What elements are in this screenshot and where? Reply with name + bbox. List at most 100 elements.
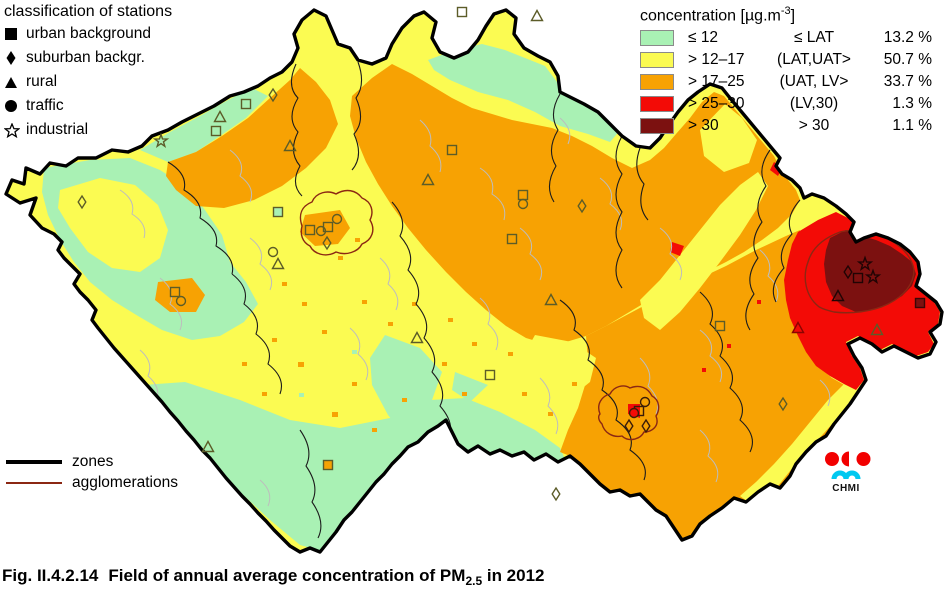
legend-label: zones xyxy=(72,452,114,470)
station-square xyxy=(714,320,726,332)
station-square xyxy=(304,224,316,236)
station-triangle xyxy=(791,321,805,334)
logo-halfdisc xyxy=(841,451,849,467)
legend-label: suburban backgr. xyxy=(26,49,145,66)
color-swatch xyxy=(640,117,674,134)
legend-row-suburban-background: suburban backgr. xyxy=(4,46,172,70)
legend-label: industrial xyxy=(26,121,89,138)
concentration-legend: concentration [µg.m-3] ≤ 12 ≤ LAT 13.2 %… xyxy=(640,1,946,136)
rural-triangle-icon xyxy=(4,76,26,89)
station-diamond xyxy=(577,198,587,214)
range-label: > 17–25 xyxy=(688,72,745,90)
concentration-row-12-17: > 12–17 (LAT,UAT> 50.7 % xyxy=(640,49,946,70)
station-diamond xyxy=(77,194,87,210)
color-swatch xyxy=(640,73,674,90)
station-triangle xyxy=(213,110,227,123)
unit-exponent: -3 xyxy=(780,5,791,17)
station-triangle xyxy=(410,331,424,344)
legend-label: agglomerations xyxy=(72,473,178,491)
logo-wave xyxy=(831,470,861,480)
percent-label: 13.2 % xyxy=(883,28,932,46)
district-boundaries xyxy=(119,117,831,531)
station-star xyxy=(864,268,882,285)
concentration-row-25-30: > 25–30 (LV,30) 1.3 % xyxy=(640,93,946,114)
station-star xyxy=(856,255,874,272)
station-square xyxy=(446,144,458,156)
station-square xyxy=(240,98,252,110)
band-label: (UAT, LV> xyxy=(779,72,849,90)
caption-text: Field of annual average concentration of… xyxy=(108,566,466,585)
station-square xyxy=(506,233,518,245)
station-classification-legend: classification of stations urban backgro… xyxy=(4,2,172,142)
color-swatch xyxy=(640,29,674,46)
percent-label: 33.7 % xyxy=(883,72,932,90)
legend-row-urban-background: urban background xyxy=(4,22,172,46)
station-star xyxy=(152,132,170,149)
station-circle xyxy=(628,407,640,419)
legend-row-traffic: traffic xyxy=(4,94,172,118)
concentration-row-gt30: > 30 > 30 1.1 % xyxy=(640,115,946,136)
station-circle xyxy=(331,213,343,225)
station-square xyxy=(169,286,181,298)
station-diamond xyxy=(843,264,853,280)
station-circle xyxy=(517,198,529,210)
station-circle xyxy=(315,225,327,237)
chmi-logo: CHMI xyxy=(825,451,871,494)
field-orange-regions xyxy=(155,64,866,540)
percent-label: 50.7 % xyxy=(883,50,932,68)
station-triangle xyxy=(201,440,215,453)
station-triangle xyxy=(271,257,285,270)
percent-label: 1.3 % xyxy=(892,94,932,112)
color-swatch xyxy=(640,51,674,68)
agglomeration-boundaries xyxy=(299,189,915,441)
concentration-row-17-25: > 17–25 (UAT, LV> 33.7 % xyxy=(640,71,946,92)
station-triangle xyxy=(831,289,845,302)
range-label: ≤ 12 xyxy=(688,28,719,46)
station-square xyxy=(852,272,864,284)
region-boundaries xyxy=(167,61,801,539)
station-diamond xyxy=(268,87,278,103)
color-swatch xyxy=(640,95,674,112)
station-triangle xyxy=(421,173,435,186)
percent-label: 1.1 % xyxy=(892,116,932,134)
station-diamond xyxy=(322,235,332,251)
zones-line-sample xyxy=(6,459,62,464)
legend-row-zones: zones xyxy=(6,451,178,472)
suburban-background-diamond-icon xyxy=(4,50,26,66)
station-diamond xyxy=(778,396,788,412)
legend-label: rural xyxy=(26,73,58,90)
station-legend-title: classification of stations xyxy=(4,3,173,20)
station-symbols-layer xyxy=(77,6,926,502)
range-label: > 30 xyxy=(688,116,719,134)
band-label: ≤ LAT xyxy=(793,28,835,46)
figure-number: Fig. II.4.2.14 xyxy=(2,566,99,585)
industrial-star-icon xyxy=(4,122,26,138)
station-triangle xyxy=(544,293,558,306)
logo-dot-left xyxy=(825,452,839,466)
range-label: > 25–30 xyxy=(688,94,745,112)
caption-subscript: 2.5 xyxy=(465,574,483,588)
band-label: (LAT,UAT> xyxy=(777,50,851,68)
station-diamond xyxy=(624,418,634,434)
station-diamond xyxy=(641,418,651,434)
station-square xyxy=(484,369,496,381)
station-triangle xyxy=(283,139,297,152)
station-triangle xyxy=(870,323,884,336)
legend-row-industrial: industrial xyxy=(4,118,172,142)
band-label: > 30 xyxy=(798,116,830,134)
station-triangle xyxy=(530,9,544,22)
legend-label: urban background xyxy=(26,25,151,42)
traffic-circle-icon xyxy=(4,99,26,113)
station-circle xyxy=(267,246,279,258)
station-diamond xyxy=(551,486,561,502)
concentration-legend-title: concentration [µg.m-3] xyxy=(640,1,946,26)
band-label: (LV,30) xyxy=(789,94,839,112)
station-square xyxy=(914,297,926,309)
legend-label: traffic xyxy=(26,97,64,114)
concentration-row-le12: ≤ 12 ≤ LAT 13.2 % xyxy=(640,27,946,48)
logo-dot-right xyxy=(856,452,871,466)
station-circle xyxy=(175,295,187,307)
logo-text: CHMI xyxy=(832,483,860,494)
station-square xyxy=(210,125,222,137)
